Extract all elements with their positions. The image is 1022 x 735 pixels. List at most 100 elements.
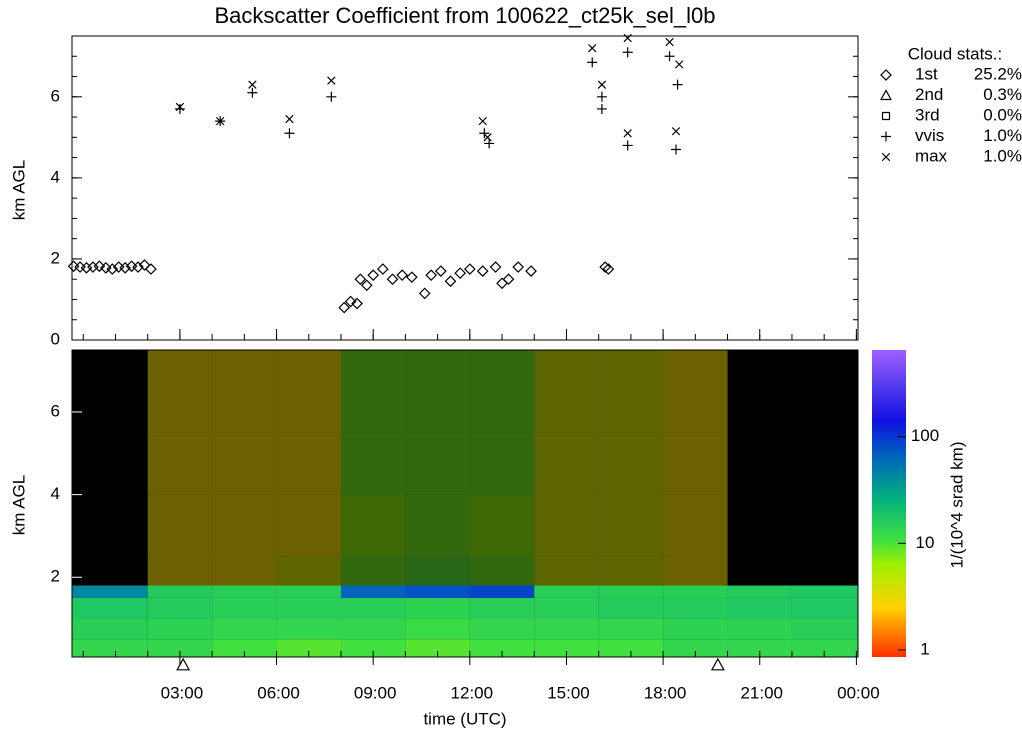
heat-cell	[276, 556, 341, 586]
point	[354, 273, 367, 286]
heat-cell	[598, 597, 664, 619]
second-layer-marker	[710, 657, 725, 671]
heat-cell	[598, 350, 664, 433]
heat-cell	[212, 597, 277, 619]
heat-cell	[340, 618, 406, 640]
y-tick-label: 0	[51, 329, 60, 348]
heat-cell	[405, 556, 470, 586]
colorbar-tick-label: 100	[911, 426, 939, 445]
legend-stat: 0.3%	[983, 85, 1022, 104]
point	[483, 133, 492, 142]
point	[623, 33, 632, 43]
heat-cell	[534, 432, 599, 495]
legend-symbol	[881, 131, 891, 142]
point	[175, 102, 185, 112]
heat-cell	[212, 618, 277, 640]
heat-cell	[791, 639, 858, 657]
y-axis-label: km AGL	[9, 160, 28, 220]
heat-cell	[212, 494, 277, 557]
heat-cell	[598, 639, 664, 657]
point	[665, 37, 674, 47]
heat-cell	[727, 597, 792, 619]
point	[145, 263, 157, 275]
heat-cell	[276, 597, 341, 619]
point	[670, 144, 681, 155]
point	[338, 301, 351, 314]
heat-cell	[147, 350, 213, 433]
colorbar-tick-label: 10	[916, 533, 935, 552]
x-tick-label: 12:00	[451, 683, 494, 702]
point	[344, 295, 357, 308]
point	[596, 91, 607, 102]
heat-cell	[405, 494, 470, 557]
point	[106, 263, 119, 275]
point	[284, 128, 295, 139]
colorbar-label: 1/(10^4 srad km)	[947, 441, 966, 568]
heat-cell	[663, 494, 728, 557]
heat-cell	[147, 556, 213, 586]
x-tick-label: 00:00	[837, 683, 880, 702]
point	[496, 277, 508, 290]
point	[602, 263, 615, 275]
point	[80, 262, 93, 274]
heat-cell	[663, 639, 728, 657]
heat-cell	[534, 618, 599, 640]
point	[599, 261, 611, 273]
y-tick-label: 6	[51, 86, 60, 105]
heat-cell	[212, 585, 277, 598]
colorbar	[872, 350, 906, 657]
legend-stat: 1.0%	[983, 126, 1022, 145]
heat-cell	[72, 639, 148, 657]
point	[489, 261, 502, 273]
second-layer-marker	[176, 657, 191, 671]
heat-cell	[212, 556, 277, 586]
point	[216, 116, 225, 126]
point	[327, 76, 336, 85]
heat-cell	[469, 618, 535, 640]
point	[326, 91, 337, 102]
point	[132, 261, 144, 273]
point	[512, 261, 525, 273]
heat-cell	[147, 494, 213, 557]
heat-cell	[405, 618, 470, 640]
heat-cell	[791, 618, 858, 640]
point	[525, 265, 537, 277]
heat-cell	[534, 597, 599, 619]
legend-name: 1st	[915, 64, 938, 83]
heat-cell	[469, 432, 535, 495]
heat-cell	[405, 639, 470, 657]
heat-cell	[405, 585, 470, 598]
heat-cell	[791, 597, 858, 619]
point	[672, 79, 683, 90]
heat-cell	[598, 432, 664, 495]
point	[671, 127, 681, 136]
point	[138, 259, 151, 271]
heat-cell	[727, 618, 792, 640]
heat-cell	[598, 494, 664, 557]
heat-cell	[469, 350, 535, 433]
heat-cell	[663, 585, 728, 598]
legend-stat: 25.2%	[974, 64, 1022, 83]
heat-cell	[663, 350, 728, 433]
point	[476, 265, 489, 277]
point	[623, 129, 632, 138]
heat-cell	[727, 585, 792, 598]
heat-cell	[340, 556, 406, 586]
point	[588, 43, 597, 53]
heat-cell	[276, 432, 341, 495]
point	[587, 57, 598, 68]
point	[87, 261, 99, 273]
heat-cell	[276, 350, 341, 433]
heat-cell	[469, 639, 535, 657]
point	[247, 87, 258, 98]
heat-cell	[276, 618, 341, 640]
x-tick-label: 15:00	[547, 683, 590, 702]
heat-cell	[340, 639, 406, 657]
heat-cell	[534, 585, 599, 598]
point	[367, 269, 380, 281]
x-tick-label: 18:00	[644, 683, 687, 702]
legend-title: Cloud stats.:	[908, 44, 1003, 63]
point	[377, 263, 389, 275]
point	[502, 273, 515, 286]
